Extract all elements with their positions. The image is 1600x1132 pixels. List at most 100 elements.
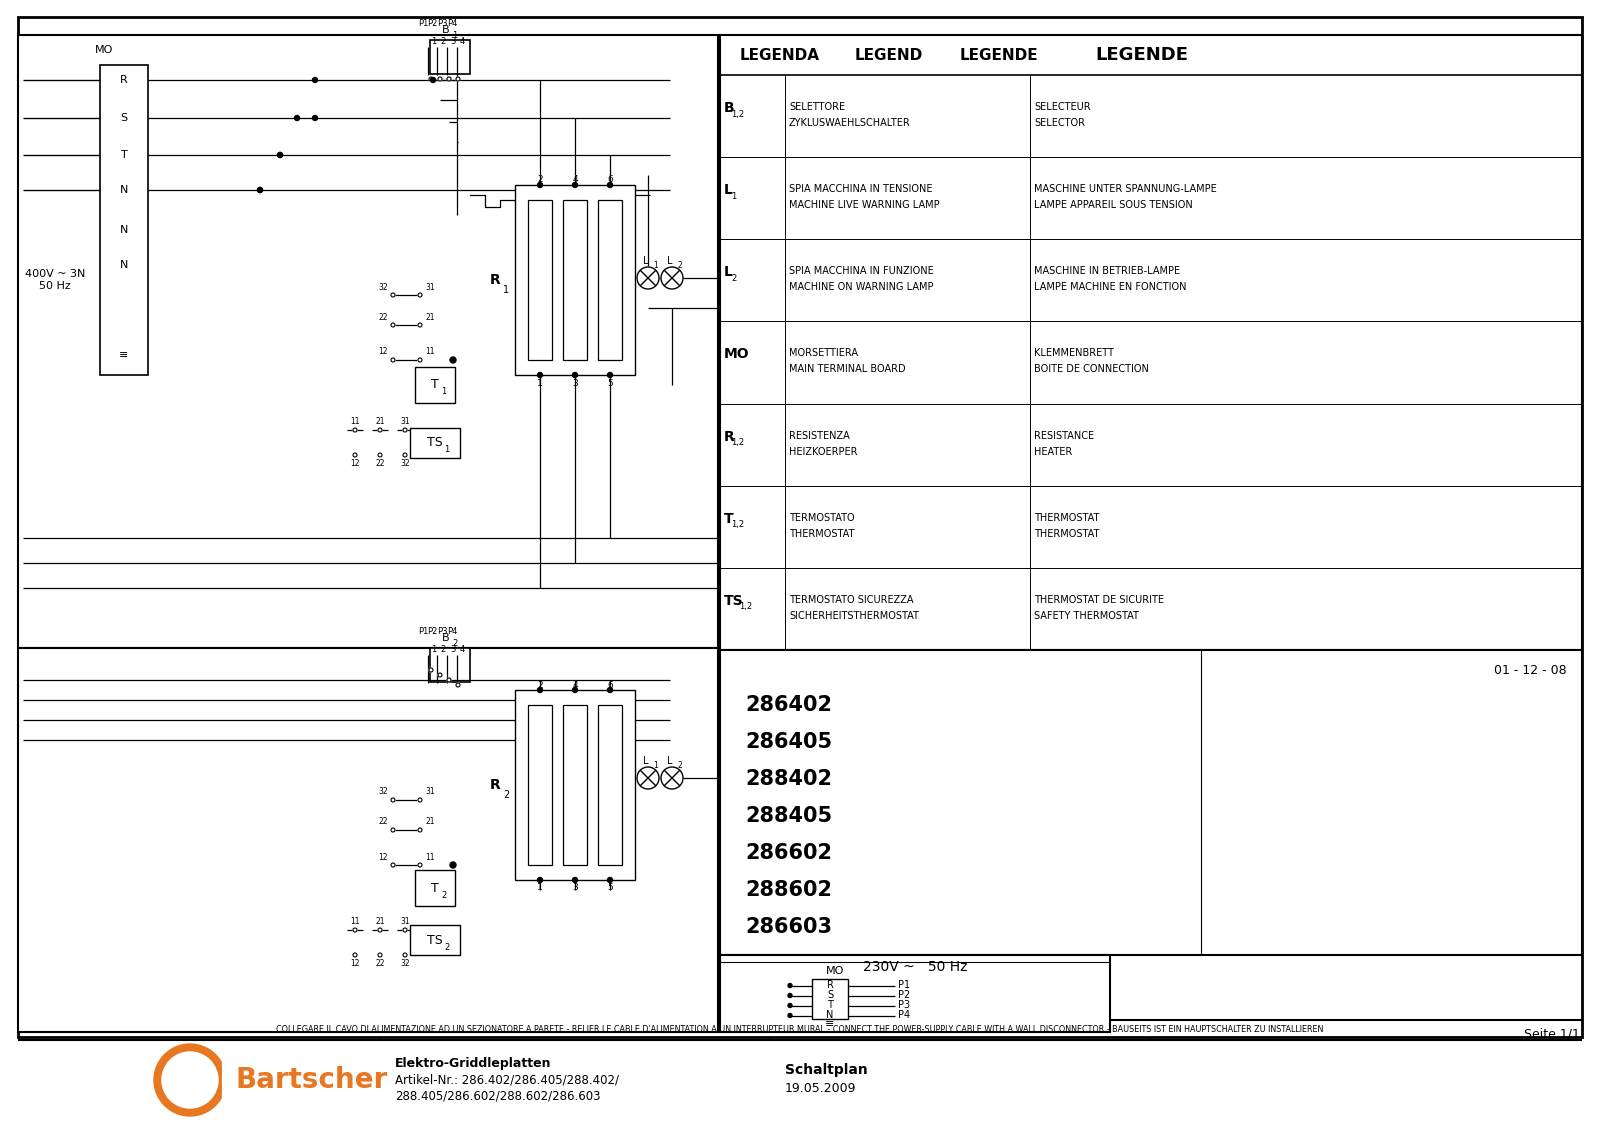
Text: TS: TS bbox=[427, 437, 443, 449]
Circle shape bbox=[390, 798, 395, 801]
Text: N: N bbox=[120, 225, 128, 235]
Text: TERMOSTATO: TERMOSTATO bbox=[789, 513, 854, 523]
Text: 21: 21 bbox=[426, 817, 435, 826]
Circle shape bbox=[438, 674, 442, 677]
Text: MO: MO bbox=[723, 348, 750, 361]
Text: MO: MO bbox=[94, 45, 114, 55]
Bar bbox=[18, 648, 718, 1032]
Text: P2: P2 bbox=[898, 990, 910, 1001]
Text: 1: 1 bbox=[430, 645, 437, 654]
Text: 1: 1 bbox=[445, 446, 450, 455]
Circle shape bbox=[573, 687, 578, 693]
Text: 22: 22 bbox=[376, 458, 384, 468]
Text: L: L bbox=[667, 756, 672, 766]
Text: THERMOSTAT: THERMOSTAT bbox=[1034, 513, 1099, 523]
Text: LEGENDA: LEGENDA bbox=[739, 48, 819, 62]
Text: LAMPE MACHINE EN FONCTION: LAMPE MACHINE EN FONCTION bbox=[1034, 282, 1187, 292]
Circle shape bbox=[608, 877, 613, 883]
Text: 6: 6 bbox=[606, 680, 613, 689]
Text: B: B bbox=[442, 633, 450, 643]
Circle shape bbox=[418, 358, 422, 362]
Bar bbox=[410, 428, 461, 458]
Text: 288405: 288405 bbox=[746, 806, 832, 826]
Bar bbox=[563, 705, 587, 865]
Text: L: L bbox=[723, 183, 733, 197]
Text: THERMOSTAT: THERMOSTAT bbox=[789, 529, 854, 539]
Text: 21: 21 bbox=[376, 418, 384, 427]
Text: 288602: 288602 bbox=[746, 880, 832, 900]
Circle shape bbox=[538, 687, 542, 693]
Circle shape bbox=[446, 77, 451, 82]
Bar bbox=[528, 200, 552, 360]
Circle shape bbox=[390, 323, 395, 327]
Text: 22: 22 bbox=[376, 959, 384, 968]
Text: N: N bbox=[120, 185, 128, 195]
Text: 6: 6 bbox=[606, 175, 613, 185]
Text: 4: 4 bbox=[573, 680, 578, 689]
Text: MORSETTIERA: MORSETTIERA bbox=[789, 349, 858, 359]
Text: 1: 1 bbox=[453, 31, 458, 40]
Text: 1: 1 bbox=[653, 261, 658, 271]
Text: R: R bbox=[490, 778, 501, 792]
Bar bbox=[430, 648, 470, 681]
Circle shape bbox=[418, 863, 422, 867]
Text: 1: 1 bbox=[502, 285, 509, 295]
Text: MAIN TERMINAL BOARD: MAIN TERMINAL BOARD bbox=[789, 365, 906, 375]
Text: 31: 31 bbox=[400, 918, 410, 926]
Text: 2: 2 bbox=[445, 943, 450, 952]
Text: ZYKLUSWAEHLSCHALTER: ZYKLUSWAEHLSCHALTER bbox=[789, 118, 910, 128]
Text: KLEMMENBRETT: KLEMMENBRETT bbox=[1034, 349, 1114, 359]
Text: 2: 2 bbox=[453, 638, 458, 648]
Circle shape bbox=[608, 372, 613, 377]
Text: T: T bbox=[120, 151, 128, 160]
Text: 4: 4 bbox=[573, 175, 578, 185]
Text: 3: 3 bbox=[573, 378, 578, 387]
Text: 286603: 286603 bbox=[746, 917, 832, 937]
Polygon shape bbox=[154, 1044, 221, 1116]
Text: BOITE DE CONNECTION: BOITE DE CONNECTION bbox=[1034, 365, 1149, 375]
Circle shape bbox=[787, 994, 792, 997]
Text: L: L bbox=[643, 256, 648, 266]
Text: 31: 31 bbox=[400, 418, 410, 427]
Text: 1,2: 1,2 bbox=[731, 438, 744, 447]
Text: 1: 1 bbox=[538, 883, 542, 892]
Circle shape bbox=[456, 683, 461, 687]
Circle shape bbox=[429, 77, 434, 82]
Text: SAFETY THERMOSTAT: SAFETY THERMOSTAT bbox=[1034, 611, 1139, 621]
Text: 1: 1 bbox=[538, 378, 542, 387]
Text: R: R bbox=[490, 273, 501, 288]
Circle shape bbox=[429, 668, 434, 672]
Text: B: B bbox=[182, 1065, 205, 1095]
Bar bbox=[720, 955, 1110, 1032]
Text: 400V ~ 3N
50 Hz: 400V ~ 3N 50 Hz bbox=[26, 269, 85, 291]
Text: N: N bbox=[120, 260, 128, 271]
Text: P4: P4 bbox=[898, 1011, 910, 1021]
Text: LEGEND: LEGEND bbox=[854, 48, 923, 62]
Text: P4: P4 bbox=[446, 627, 458, 636]
Circle shape bbox=[430, 77, 435, 83]
Text: 11: 11 bbox=[426, 348, 435, 357]
Text: P1: P1 bbox=[898, 980, 910, 990]
Text: 32: 32 bbox=[400, 458, 410, 468]
Text: T: T bbox=[827, 1001, 834, 1011]
Text: ≡: ≡ bbox=[826, 1020, 835, 1029]
Text: HEIZKOERPER: HEIZKOERPER bbox=[789, 447, 858, 456]
Text: 1: 1 bbox=[430, 37, 437, 46]
Circle shape bbox=[538, 877, 542, 883]
Text: 21: 21 bbox=[426, 312, 435, 321]
Text: P1: P1 bbox=[418, 627, 429, 636]
Circle shape bbox=[354, 928, 357, 932]
Text: P3: P3 bbox=[898, 1001, 910, 1011]
Text: MASCHINE UNTER SPANNUNG-LAMPE: MASCHINE UNTER SPANNUNG-LAMPE bbox=[1034, 185, 1216, 195]
Text: 11: 11 bbox=[350, 418, 360, 427]
Text: S: S bbox=[120, 113, 128, 123]
Bar bbox=[99, 65, 147, 375]
Text: P2: P2 bbox=[427, 627, 437, 636]
Text: Artikel-Nr.: 286.402/286.405/288.402/: Artikel-Nr.: 286.402/286.405/288.402/ bbox=[395, 1073, 619, 1087]
Circle shape bbox=[378, 428, 382, 432]
Text: 22: 22 bbox=[379, 817, 387, 826]
Text: 2: 2 bbox=[677, 261, 682, 271]
Circle shape bbox=[403, 953, 406, 957]
Text: L: L bbox=[643, 756, 648, 766]
Text: R: R bbox=[723, 430, 734, 444]
